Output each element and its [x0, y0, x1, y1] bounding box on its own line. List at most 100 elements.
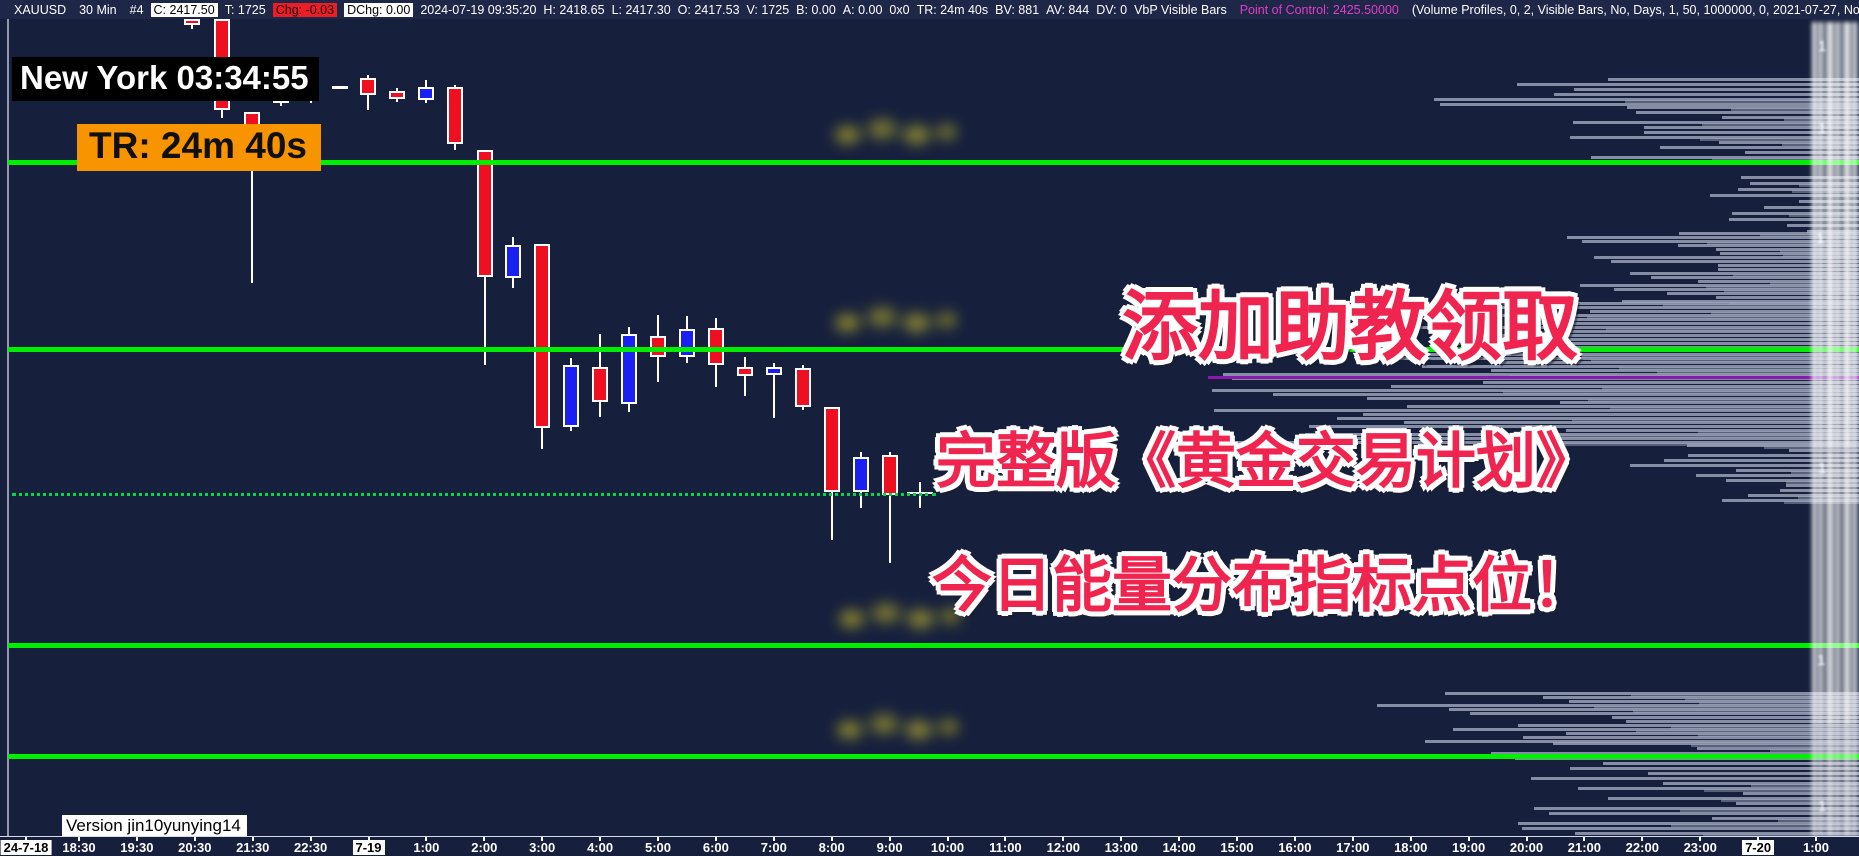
promo-text-line2: 完整版《黄金交易计划》 [936, 428, 1596, 495]
time-axis-tick [1120, 837, 1123, 841]
time-axis-label: 9:00 [876, 840, 903, 855]
volume-profile-bar [1503, 391, 1859, 394]
statusbar-field: 0x0 [889, 2, 910, 17]
volume-profile-bar [1748, 494, 1859, 497]
green-level-line [8, 754, 1859, 759]
chart-canvas[interactable]: 1 1 1 1 1 1 New York 03:34:55 TR: 24m 40s 添加助… [0, 19, 1859, 838]
volume-profile-bar [1651, 276, 1859, 279]
volume-profile-bar [1590, 310, 1859, 313]
volume-profile-bar [1501, 306, 1859, 309]
volume-profile-bar [1422, 365, 1859, 368]
volume-profile-bar [1578, 787, 1859, 790]
candle-body [563, 365, 579, 427]
volume-profile-bar [1699, 702, 1859, 705]
volume-profile-bar [1724, 290, 1859, 293]
time-axis-tick [946, 837, 949, 841]
volume-profile-bar [1619, 367, 1859, 370]
statusbar-field: H: 2418.65 [543, 2, 605, 17]
time-axis-tick [309, 837, 312, 841]
volume-profile-bar [1377, 704, 1859, 707]
candle-body [679, 329, 695, 357]
time-axis-label: 7:00 [760, 840, 787, 855]
candle-body [795, 368, 811, 407]
volume-profile-bar [1566, 429, 1859, 432]
volume-profile-bar [1470, 712, 1859, 715]
volume-profile-bar [1736, 469, 1859, 472]
redacted-price-label [822, 698, 960, 756]
statusbar-field: T: 1725 [224, 2, 266, 17]
candle-body [418, 87, 434, 100]
volume-profile-bar [1614, 288, 1859, 291]
volume-profile-bar [1440, 103, 1859, 106]
volume-profile-bar [1363, 413, 1859, 416]
volume-profile-bar [1534, 807, 1859, 810]
volume-profile-bar [1518, 724, 1859, 727]
time-axis-label: 14:00 [1162, 840, 1196, 855]
volume-profile-bar [1573, 121, 1859, 124]
axis-digit-fragment: 1 [1818, 798, 1827, 815]
volume-profile-bar [1212, 389, 1859, 392]
volume-profile-bar [1538, 322, 1859, 325]
volume-profile-bar [1704, 789, 1859, 792]
volume-profile-bar [1560, 401, 1859, 404]
time-axis-label: 6:00 [702, 840, 729, 855]
time-axis-tick [1641, 837, 1644, 841]
volume-profile-bar [1691, 744, 1859, 747]
statusbar-field: L: 2417.30 [611, 2, 671, 17]
candle-body [737, 367, 753, 376]
volume-profile-bar [1680, 809, 1859, 812]
statusbar-field: C: 2417.50 [150, 2, 218, 17]
time-axis-label: 20:30 [178, 840, 212, 855]
volume-profile-bar [1309, 425, 1859, 428]
volume-profile-bar [1580, 284, 1859, 287]
statusbar-field: TR: 24m 40s [916, 2, 989, 17]
time-axis-tick [1236, 837, 1238, 841]
volume-profile-bar [1554, 93, 1859, 96]
time-axis-label: 22:30 [293, 840, 328, 855]
promo-text-line1: 添加助教领取 [1122, 285, 1578, 370]
volume-profile-bar [1716, 296, 1859, 299]
volume-profile-bar [1663, 304, 1859, 307]
volume-profile-bar [1685, 698, 1859, 701]
volume-profile-bar [1750, 182, 1859, 185]
last-price-dashed-line [12, 493, 936, 496]
volume-profile-bar [1722, 116, 1859, 119]
volume-profile-bar [1636, 111, 1859, 114]
time-axis-tick [1583, 837, 1586, 841]
statusbar-field: VbP Visible Bars [1134, 2, 1227, 17]
volume-profile-bar [1627, 106, 1859, 109]
time-axis-label: 11:00 [989, 840, 1022, 855]
volume-profile-bar [1707, 242, 1859, 245]
promo-text-line3: 今日能量分布指标点位！ [932, 552, 1592, 619]
time-axis-label: 19:30 [120, 840, 154, 855]
volume-profile-bar [1603, 762, 1859, 765]
candle-body [708, 328, 724, 365]
volume-profile-bar [1743, 792, 1859, 795]
time-axis[interactable]: 24-7-18 18:30 19:30 20:30 21:30 22:30 7-19 1:00… [0, 836, 1859, 856]
candle-body [882, 455, 898, 495]
volume-profile-bar [1399, 326, 1859, 329]
time-axis-label: 18:00 [1394, 840, 1428, 855]
volume-profile-bar [1606, 328, 1859, 331]
point-of-control-line [1208, 376, 1859, 379]
volume-profile-bar [1671, 726, 1859, 729]
time-axis-tick [1815, 837, 1817, 841]
time-axis-tick [599, 837, 602, 841]
volume-profile-bar [1636, 730, 1859, 733]
volume-profile-bar [1718, 268, 1859, 271]
volume-profile-bar [1712, 817, 1859, 820]
time-axis-tick [1293, 837, 1296, 841]
statusbar-field: BV: 881 [995, 2, 1040, 17]
statusbar-field: (Volume Profiles, 0, 2, Visible Bars, No… [1411, 2, 1859, 17]
volume-profile-bar [1447, 342, 1859, 345]
time-axis-tick [78, 837, 80, 841]
volume-profile-bar [1594, 256, 1859, 259]
time-axis-label: 22:00 [1625, 840, 1659, 855]
volume-profile-bar [1372, 357, 1859, 360]
time-axis-tick [657, 837, 659, 841]
volume-profile-bar [1738, 188, 1859, 191]
time-axis-tick [483, 837, 486, 841]
version-label: Version jin10yunying14 [62, 815, 247, 838]
time-axis-tick [714, 837, 717, 841]
